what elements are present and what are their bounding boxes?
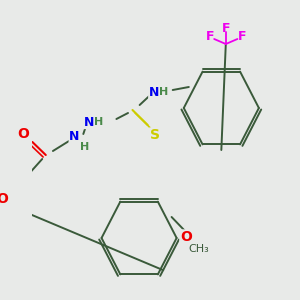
Text: N: N	[83, 116, 94, 128]
Text: O: O	[17, 127, 29, 141]
Text: O: O	[180, 230, 192, 244]
Text: H: H	[80, 142, 90, 152]
Text: CH₃: CH₃	[188, 244, 209, 254]
Text: S: S	[150, 128, 160, 142]
Text: N: N	[69, 130, 80, 143]
Text: O: O	[0, 192, 8, 206]
Text: F: F	[238, 29, 246, 43]
Text: N: N	[149, 85, 159, 98]
Text: F: F	[221, 22, 230, 34]
Text: H: H	[94, 117, 103, 127]
Text: H: H	[159, 87, 168, 97]
Text: F: F	[206, 29, 214, 43]
